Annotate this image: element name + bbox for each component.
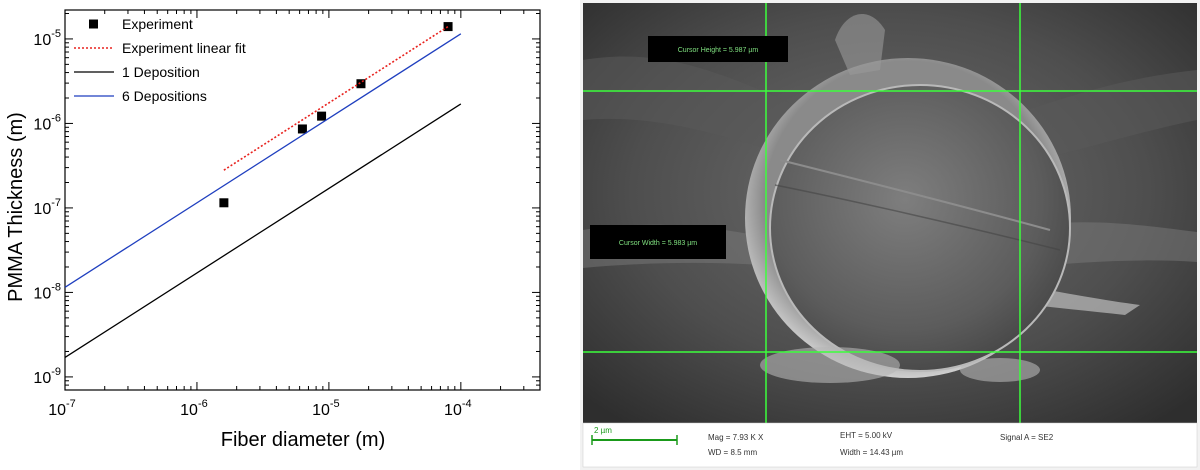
x-axis-title: Fiber diameter (m) [221,429,385,451]
cursor-height-label: Cursor Height = 5.987 µm [678,47,759,54]
data-point-marker [443,22,453,32]
x-tick-label: 10-4 [444,398,472,419]
y-tick-label: 10-6 [33,112,61,133]
cursor-height-box [648,36,788,62]
coating-debris [760,347,900,383]
data-point-marker [219,198,229,208]
field-width: Width = 14.43 µm [840,448,903,457]
fiber-cross-section [770,85,1070,371]
sem-micrograph: Cursor Height = 5.987 µm Cursor Width = … [580,0,1200,470]
signal-detector: Signal A = SE2 [1000,433,1054,442]
data-point-marker [317,111,327,121]
working-distance: WD = 8.5 mm [708,448,757,457]
x-tick-label: 10-5 [312,398,340,419]
y-tick-label: 10-8 [33,281,61,302]
experiment-linear-fit-line [223,25,449,171]
data-point-marker [356,79,366,89]
fiber-edge [769,84,1071,372]
1-deposition-line [64,103,462,358]
scale-bar-label: 2 µm [594,426,612,435]
sem-info-bar [582,422,1198,468]
6-depositions-line [64,33,462,288]
x-tick-label: 10-6 [180,398,208,419]
magnification: Mag = 7.93 K X [708,433,764,442]
log-log-chart: 10-7 10-6 10-5 10-4 10-9 10-8 10-7 10-6 10-5 Expe… [5,9,541,451]
eht-voltage: EHT = 5.00 kV [840,431,893,440]
cursor-width-box [590,225,726,259]
legend-marker [89,19,98,29]
measurement-cursors [583,3,1197,423]
cursor-width-label: Cursor Width = 5.983 µm [619,240,697,247]
y-tick-label: 10-9 [33,366,61,387]
coating-debris [835,13,885,75]
plot-frame [64,9,541,391]
coating-debris [960,358,1040,382]
legend-label: Experiment linear fit [122,40,246,56]
y-axis-title: PMMA Thickness (m) [5,112,27,302]
y-tick-label: 10-5 [33,28,61,49]
chart-panel: 10-7 10-6 10-5 10-4 10-9 10-8 10-7 10-6 10-5 Expe… [0,0,560,470]
legend-label: Experiment [122,16,193,32]
legend-label: 6 Depositions [122,88,207,104]
data-point-marker [297,124,307,134]
y-tick-label: 10-7 [33,197,61,218]
legend-label: 1 Deposition [122,64,200,80]
cleave-line [779,159,1051,231]
plot-area: 10-7 10-6 10-5 10-4 10-9 10-8 10-7 10-6 10-5 Expe… [33,9,541,419]
x-tick-label: 10-7 [48,398,76,419]
